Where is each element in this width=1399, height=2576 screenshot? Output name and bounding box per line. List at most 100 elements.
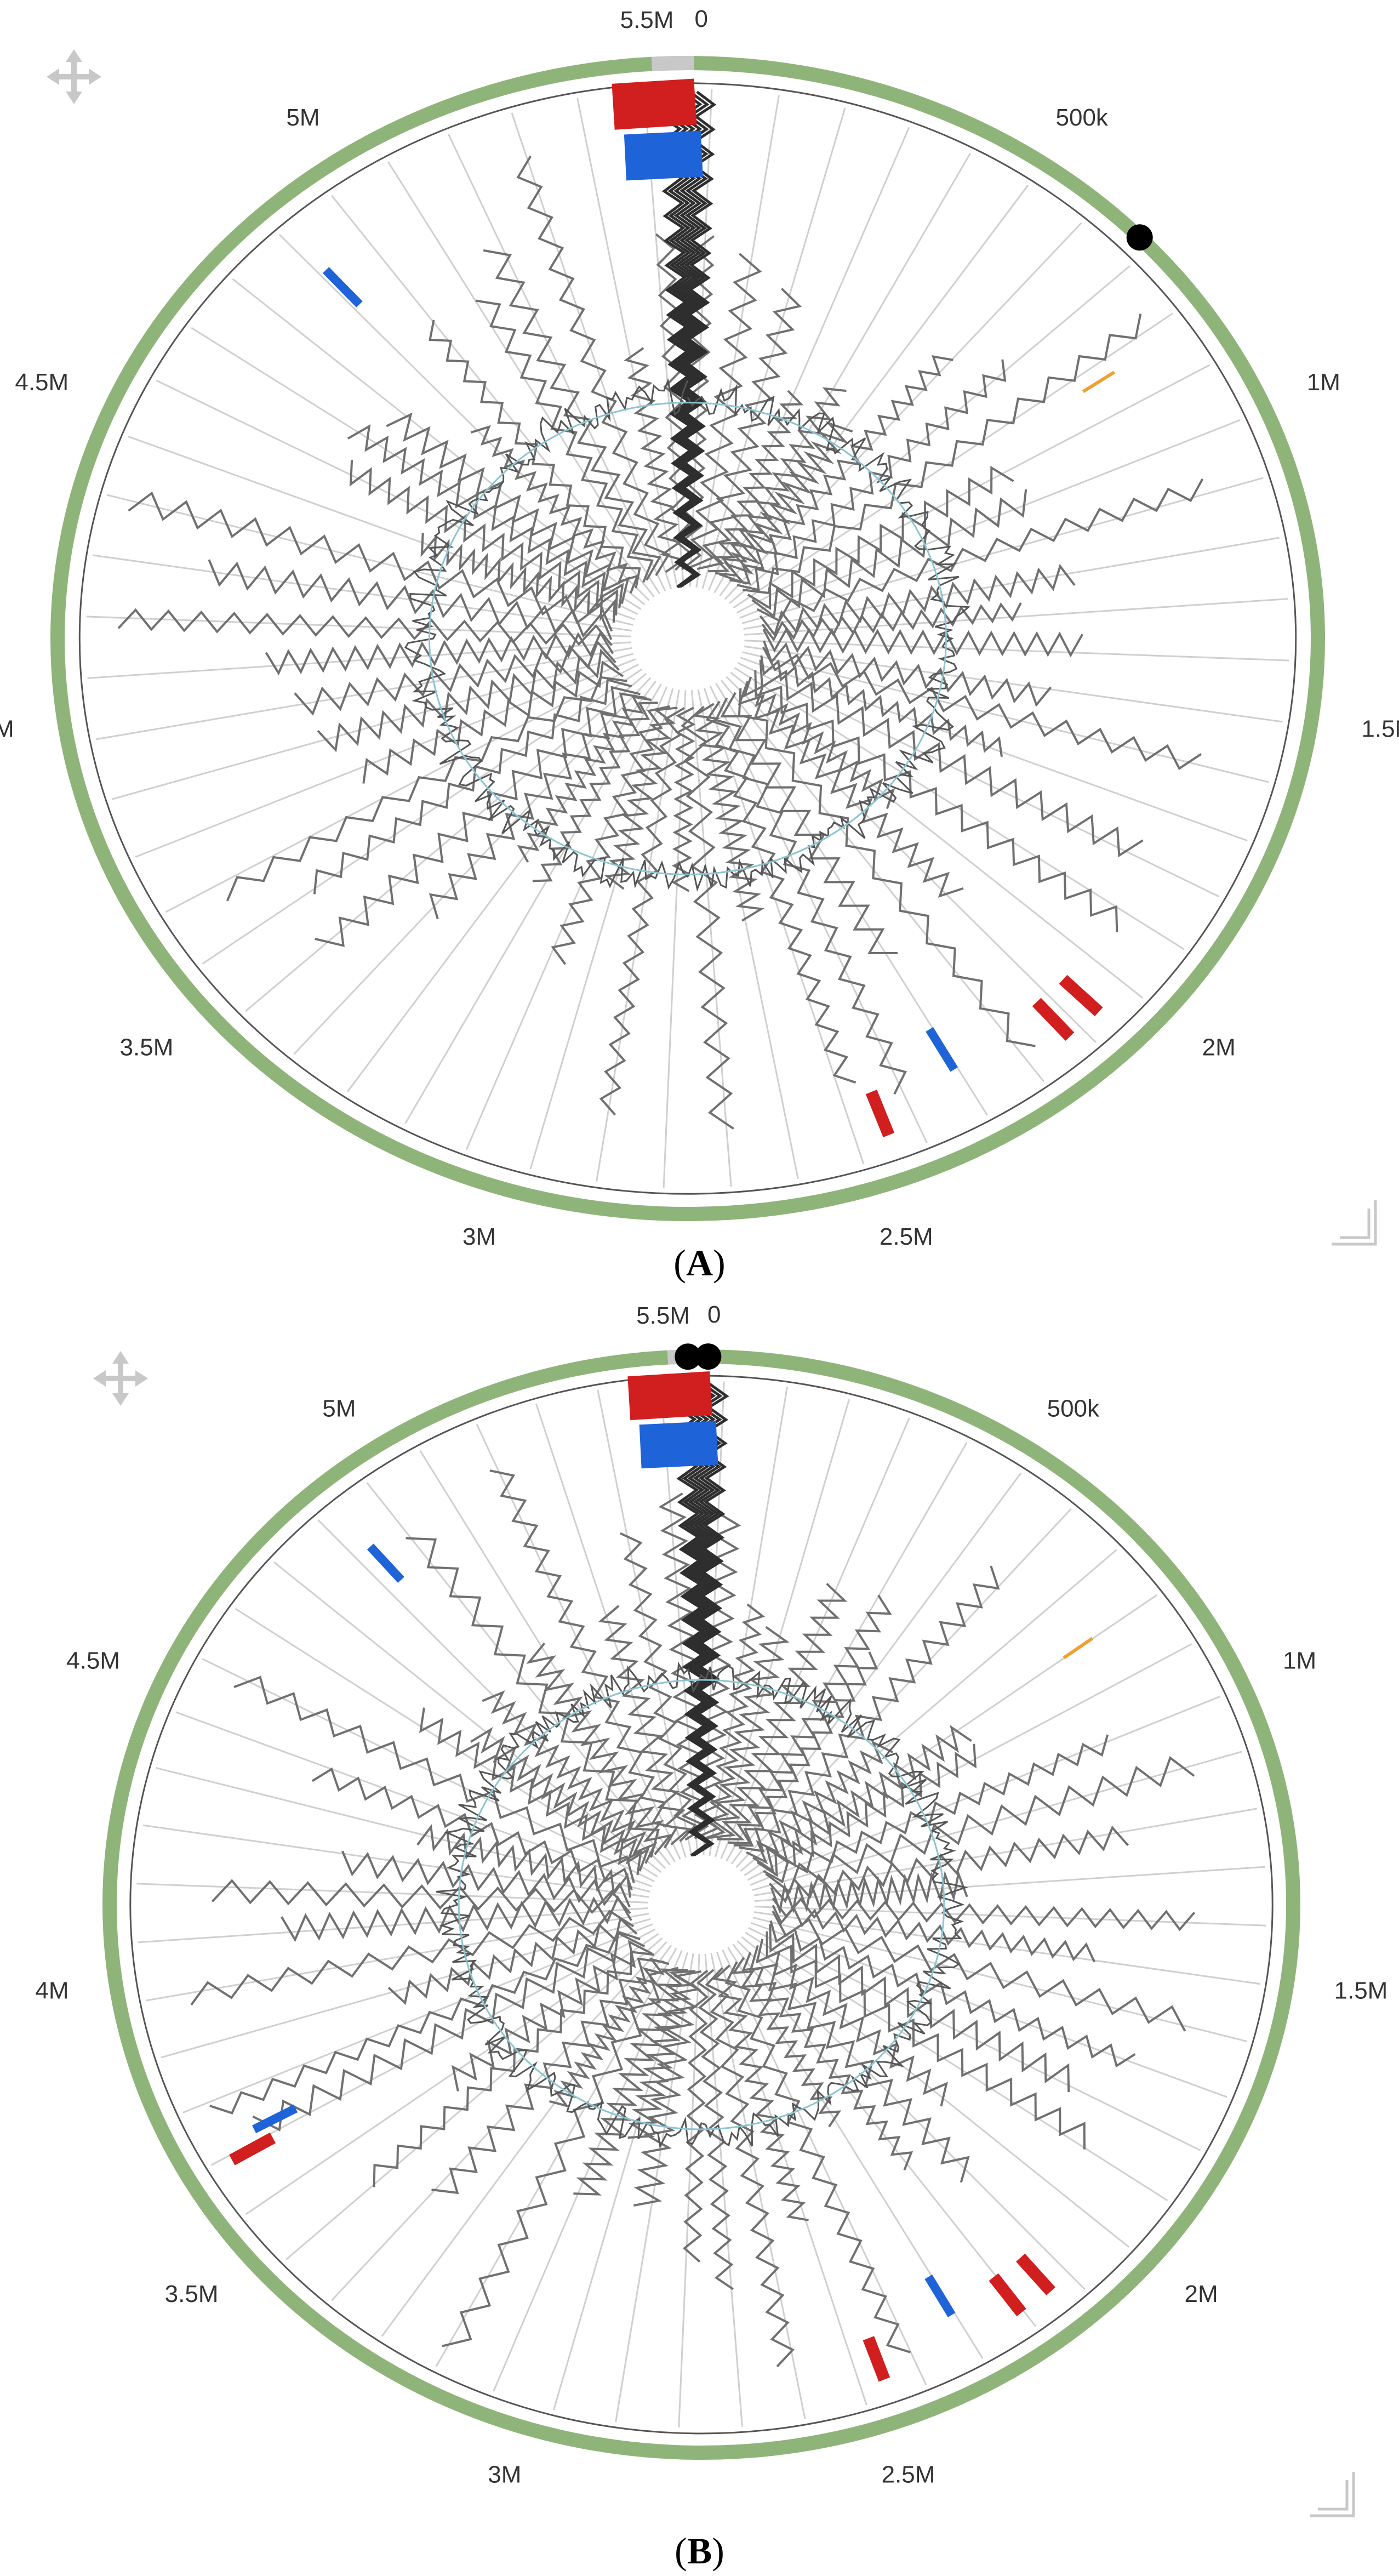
radial-line xyxy=(245,673,647,1012)
panel-b: 0 500k 1M 1.5M 2M 2.5M 3M 3.5M 4M 4.5M 5M 5.5M (B) xyxy=(0,1293,1399,2576)
coverage-trace xyxy=(604,706,678,890)
radial-line xyxy=(714,1399,850,1857)
radial-line xyxy=(161,1918,651,2059)
red-feature-block xyxy=(627,1371,712,1421)
coverage-trace xyxy=(128,491,613,632)
radial-line xyxy=(716,1951,867,2406)
coverage-trace xyxy=(752,1725,972,1874)
radial-line xyxy=(722,1949,927,2385)
genome-map-b[interactable]: 0 500k 1M 1.5M 2M 2.5M 3M 3.5M 4M 4.5M 5M 5.5M xyxy=(0,1293,1399,2510)
radial-line xyxy=(93,554,632,632)
coverage-trace xyxy=(747,465,1014,611)
coverage-trace xyxy=(736,359,1007,591)
radial-line xyxy=(493,1950,683,2392)
coverage-trace xyxy=(599,707,685,1116)
radial-line xyxy=(615,1953,694,2423)
coverage-trace xyxy=(419,1707,643,1876)
coverage-trace xyxy=(738,688,1036,1047)
radial-line xyxy=(597,1389,693,1856)
blue-feature-block xyxy=(624,130,703,181)
coverage-trace xyxy=(265,630,614,676)
radial-line xyxy=(330,195,655,597)
position-label: 4M xyxy=(0,715,14,742)
red-feature-block xyxy=(1016,2253,1055,2295)
origin-trace xyxy=(692,1382,729,1856)
radial-line xyxy=(750,1922,1227,2098)
coverage-trace xyxy=(483,249,662,581)
coverage-trace xyxy=(313,678,632,894)
coverage-trace xyxy=(681,705,734,1130)
coverage-trace xyxy=(517,695,652,863)
red-feature-block xyxy=(1032,998,1075,1041)
radial-line xyxy=(346,681,656,1092)
coverage-trace xyxy=(769,1920,1136,2068)
position-label: 5.5M xyxy=(636,1302,690,1329)
radial-line xyxy=(576,98,678,588)
coverage-trace xyxy=(705,1967,795,2368)
radial-line xyxy=(753,1911,1260,1985)
radial-line xyxy=(736,1940,1086,2290)
coverage-trace xyxy=(470,425,639,594)
radial-line xyxy=(741,1936,1129,2248)
radial-line xyxy=(182,1923,653,2114)
radial-line xyxy=(553,1952,689,2410)
move-icon[interactable] xyxy=(90,1348,151,1411)
coverage-trace xyxy=(733,1651,878,1847)
radial-line xyxy=(465,686,668,1150)
resize-handle-icon[interactable] xyxy=(1326,1195,1381,1252)
coverage-trace xyxy=(452,1940,653,2091)
coverage-trace xyxy=(209,1930,641,2115)
position-label: 4M xyxy=(35,1977,68,2004)
radial-line xyxy=(730,671,1144,999)
panel-label-b: (B) xyxy=(675,2530,724,2572)
radial-line xyxy=(734,667,1185,950)
radial-line xyxy=(754,1866,1265,1902)
resize-handle-icon[interactable] xyxy=(1304,2466,1359,2524)
radial-line xyxy=(138,1907,649,1944)
position-label: 0 xyxy=(707,1301,721,1328)
genome-map-a[interactable]: 0 500k 1M 1.5M 2M 2.5M 3M 3.5M 4M 4.5M 5M 5.5M xyxy=(0,0,1399,1250)
coverage-trace xyxy=(759,659,1144,858)
red-feature-block xyxy=(989,2273,1026,2317)
coverage-trace xyxy=(233,1675,635,1883)
coverage-trace xyxy=(633,1970,702,2207)
coverage-trace xyxy=(516,155,671,577)
radial-line xyxy=(720,1417,910,1859)
coverage-trace xyxy=(691,703,765,922)
blue-feature-block xyxy=(252,2104,298,2134)
coverage-trace xyxy=(751,489,1027,619)
coverage-trace xyxy=(763,1734,1109,1883)
coverage-trace xyxy=(598,1605,692,1845)
panel-label-a: (A) xyxy=(673,1242,726,1284)
position-label: 3M xyxy=(462,1223,496,1250)
coverage-trace xyxy=(549,1957,670,2108)
coverage-trace xyxy=(749,1945,970,2183)
coverage-trace xyxy=(696,288,802,571)
coverage-trace xyxy=(226,676,627,902)
radial-line xyxy=(156,1766,650,1893)
radial-line xyxy=(743,537,1280,630)
blue-feature-block xyxy=(322,267,363,307)
coverage-trace xyxy=(429,692,647,920)
position-label: 2M xyxy=(1202,1034,1236,1061)
position-label: 5M xyxy=(286,104,319,131)
radial-line xyxy=(135,658,636,858)
coverage-trace xyxy=(420,533,616,623)
coverage-trace xyxy=(387,1916,638,2005)
coverage-trace xyxy=(772,1905,1096,1963)
position-label: 4.5M xyxy=(15,369,68,396)
radial-line xyxy=(419,1450,676,1862)
gc-skew-track xyxy=(404,378,970,892)
coverage-trace xyxy=(624,347,686,573)
blue-feature-block xyxy=(639,1421,718,1469)
coverage-trace xyxy=(707,390,804,573)
coverage-trace xyxy=(765,1756,1195,1894)
radial-line xyxy=(724,222,1082,600)
coverage-trace xyxy=(683,1969,709,2263)
move-icon[interactable] xyxy=(44,47,104,110)
coverage-trace xyxy=(317,648,620,753)
radial-line xyxy=(381,1945,672,2337)
radial-line xyxy=(232,278,646,606)
coverage-trace xyxy=(252,1931,646,2132)
coverage-trace xyxy=(431,1957,665,2195)
